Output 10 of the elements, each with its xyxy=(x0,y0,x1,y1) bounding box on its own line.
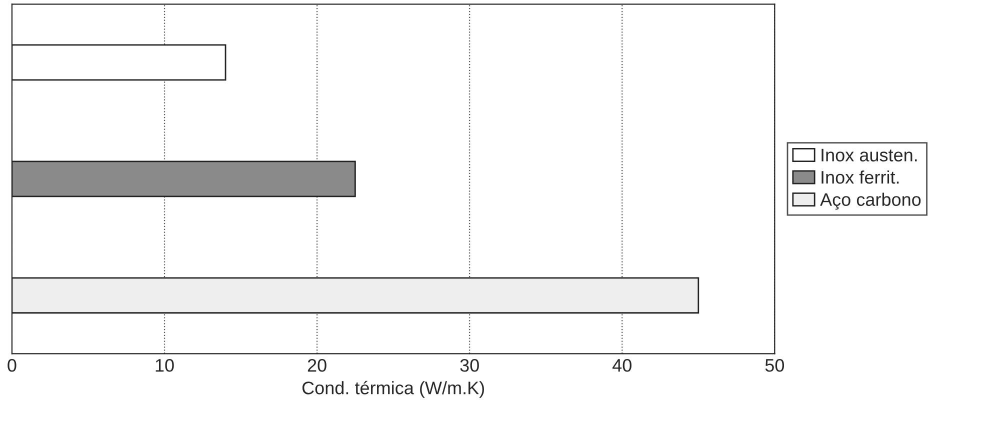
x-axis-title: Cond. térmica (W/m.K) xyxy=(302,380,484,398)
x-tick-label: 0 xyxy=(8,358,16,372)
legend-label: Inox austen. xyxy=(822,148,917,162)
x-tick-label: 50 xyxy=(765,358,784,372)
legend-label: Aço carbono xyxy=(820,192,921,210)
x-tick-label: 40 xyxy=(612,358,632,372)
x-tick-label: 20 xyxy=(308,358,326,372)
x-tick-label: 30 xyxy=(460,358,479,372)
x-tick-label: 10 xyxy=(156,358,174,372)
legend-label: Inox ferrit. xyxy=(822,170,899,184)
